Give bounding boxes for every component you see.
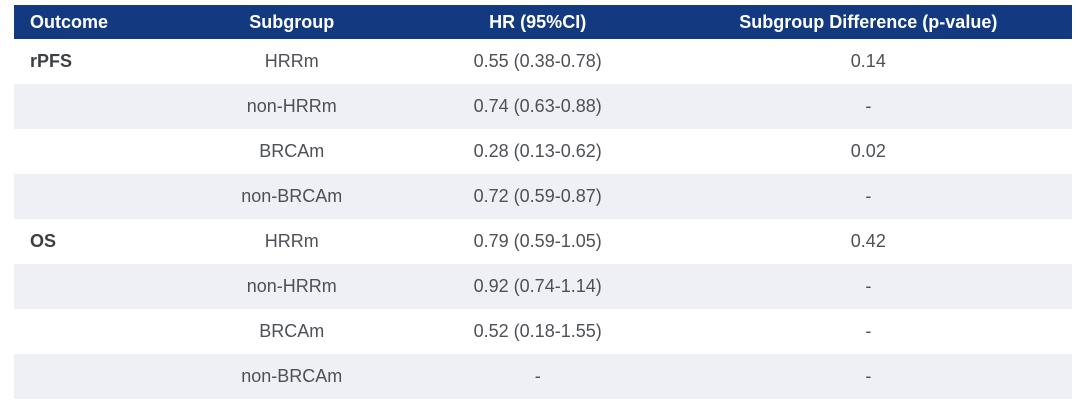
- subgroup-cell: non-HRRm: [246, 96, 337, 116]
- difference-cell: -: [865, 186, 872, 206]
- hr-cell: 0.74 (0.63-0.88): [473, 96, 602, 116]
- outcome-cell: OS: [30, 231, 57, 251]
- subgroup-analysis-table: Outcome Subgroup HR (95%CI) Subgroup Dif…: [14, 5, 1072, 399]
- table-row-rpfs-brcam: BRCAm 0.28 (0.13-0.62) 0.02: [14, 129, 1072, 174]
- column-header-hr-ci: HR (95%CI): [410, 5, 665, 39]
- subgroup-cell: BRCAm: [259, 321, 325, 341]
- subgroup-cell: non-BRCAm: [241, 366, 343, 386]
- outcome-cell: [14, 174, 173, 219]
- outcomes-results-table: Outcome Subgroup HR (95%CI) Subgroup Dif…: [14, 5, 1072, 399]
- hr-cell: 0.92 (0.74-1.14): [473, 276, 602, 296]
- subgroup-cell: non-HRRm: [246, 276, 337, 296]
- hr-cell: 0.72 (0.59-0.87): [473, 186, 602, 206]
- hr-cell: 0.79 (0.59-1.05): [473, 231, 602, 251]
- column-header-subgroup-difference: Subgroup Difference (p-value): [664, 5, 1072, 39]
- difference-cell: -: [865, 366, 872, 386]
- subgroup-cell: HRRm: [264, 231, 319, 251]
- column-header-outcome: Outcome: [14, 5, 173, 39]
- subgroup-cell: BRCAm: [259, 141, 325, 161]
- difference-cell: 0.14: [850, 51, 886, 71]
- column-header-subgroup: Subgroup: [172, 5, 411, 39]
- table-row-os-hrrm: OS HRRm 0.79 (0.59-1.05) 0.42: [14, 219, 1072, 264]
- outcome-cell: [14, 84, 173, 129]
- outcome-cell: [14, 129, 173, 174]
- table-row-os-brcam: BRCAm 0.52 (0.18-1.55) -: [14, 309, 1072, 354]
- difference-cell: 0.42: [850, 231, 886, 251]
- outcome-cell: rPFS: [30, 51, 73, 71]
- hr-cell: 0.55 (0.38-0.78): [473, 51, 602, 71]
- table-row-os-non-hrrm: non-HRRm 0.92 (0.74-1.14) -: [14, 264, 1072, 309]
- table-row-os-non-brcam: non-BRCAm - -: [14, 354, 1072, 399]
- subgroup-cell: HRRm: [264, 51, 319, 71]
- hr-cell: 0.52 (0.18-1.55): [473, 321, 602, 341]
- outcome-cell: [14, 354, 173, 399]
- table-row-rpfs-non-hrrm: non-HRRm 0.74 (0.63-0.88) -: [14, 84, 1072, 129]
- table-row-rpfs-hrrm: rPFS HRRm 0.55 (0.38-0.78) 0.14: [14, 39, 1072, 84]
- outcome-cell: [14, 264, 173, 309]
- outcome-cell: [14, 309, 173, 354]
- header-row: Outcome Subgroup HR (95%CI) Subgroup Dif…: [14, 5, 1072, 39]
- difference-cell: -: [865, 276, 872, 296]
- table-row-rpfs-non-brcam: non-BRCAm 0.72 (0.59-0.87) -: [14, 174, 1072, 219]
- subgroup-cell: non-BRCAm: [241, 186, 343, 206]
- hr-cell: -: [534, 366, 541, 386]
- difference-cell: -: [865, 96, 872, 116]
- difference-cell: 0.02: [850, 141, 886, 161]
- hr-cell: 0.28 (0.13-0.62): [473, 141, 602, 161]
- difference-cell: -: [865, 321, 872, 341]
